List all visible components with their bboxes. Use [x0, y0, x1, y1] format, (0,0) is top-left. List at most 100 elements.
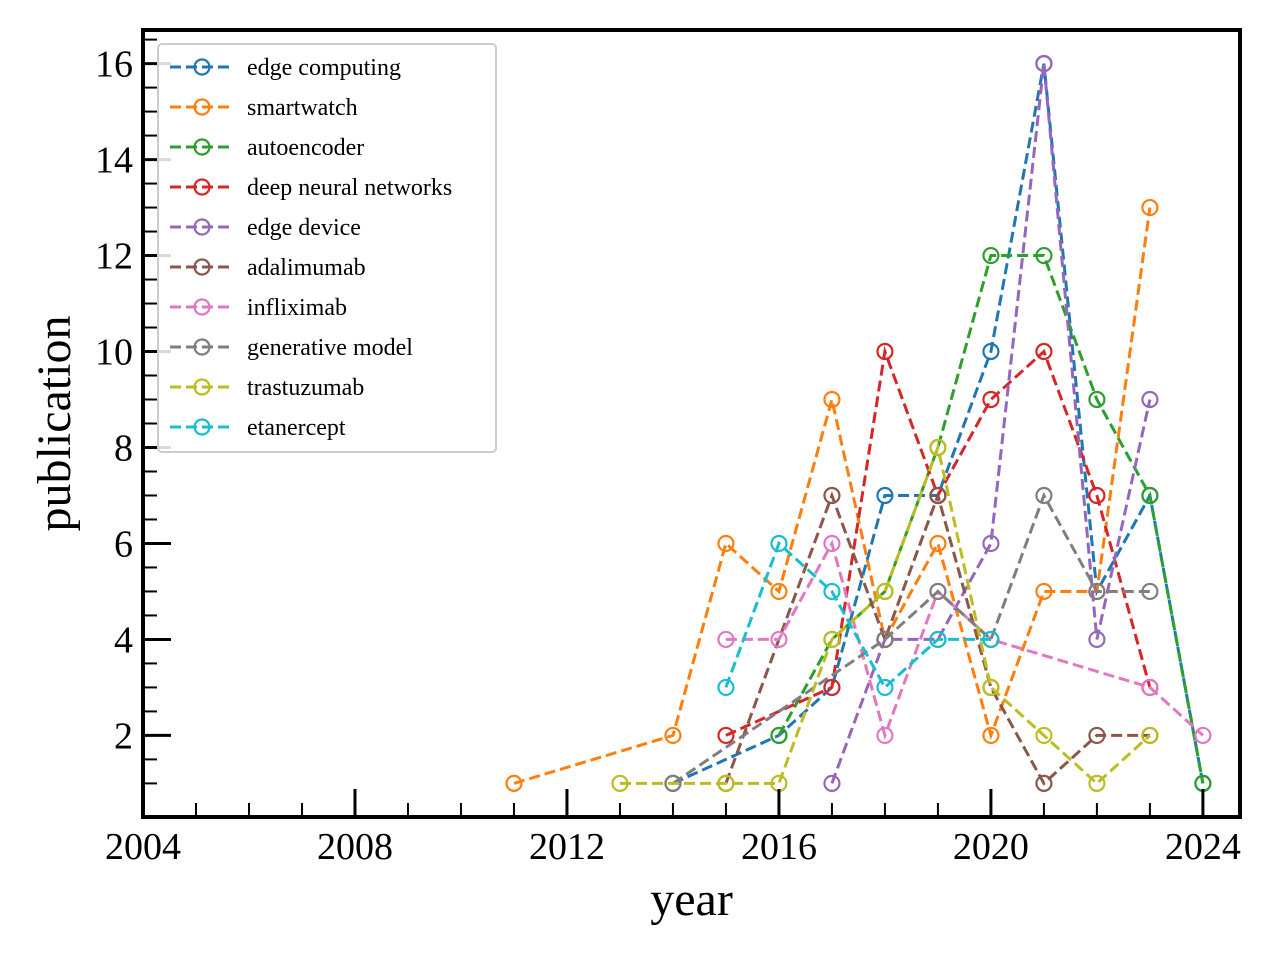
data-point	[1035, 486, 1053, 505]
legend-entry: adalimumab	[170, 255, 366, 281]
data-point	[1035, 774, 1053, 793]
data-point	[770, 630, 788, 649]
x-tick-label: 2024	[1165, 826, 1241, 868]
legend-label: adalimumab	[247, 255, 366, 281]
legend: edge computing smartwatch autoencoder deep …	[157, 43, 497, 453]
legend-label: autoencoder	[247, 135, 364, 161]
data-point	[717, 534, 735, 553]
legend-marker	[193, 418, 211, 436]
x-tick-label: 2012	[529, 826, 605, 868]
x-tick-label: 2020	[953, 826, 1029, 868]
data-point	[770, 582, 788, 601]
legend-label: etanercept	[247, 415, 346, 441]
data-point	[876, 630, 894, 649]
data-point	[1141, 678, 1159, 697]
data-point	[664, 726, 682, 745]
y-tick-label: 4	[114, 619, 133, 661]
legend-marker	[193, 378, 211, 396]
data-point	[876, 678, 894, 697]
series-line	[672, 491, 1150, 785]
data-point	[1035, 54, 1053, 73]
data-point	[1035, 726, 1053, 745]
legend-marker	[193, 338, 211, 356]
x-tick-label: 2004	[105, 826, 181, 868]
y-tick-label: 12	[95, 236, 133, 278]
series-line	[777, 254, 1205, 784]
data-point	[717, 726, 735, 745]
legend-marker	[193, 178, 211, 196]
series-line	[620, 442, 1151, 786]
series-line	[725, 345, 1152, 737]
x-tick-label: 2016	[741, 826, 817, 868]
series-line	[724, 490, 1150, 786]
data-point	[1088, 582, 1106, 601]
legend-entry: generative model	[170, 335, 413, 361]
data-point	[876, 726, 894, 745]
data-point	[1088, 726, 1106, 745]
data-point	[876, 582, 894, 601]
data-point	[982, 342, 1000, 361]
legend-label: smartwatch	[247, 95, 358, 121]
legend-label: edge computing	[247, 55, 401, 81]
y-axis-title: publication	[28, 316, 81, 532]
legend-entry: infliximab	[170, 295, 347, 321]
legend-entry: trastuzumab	[170, 375, 364, 401]
x-axis-title: year	[650, 873, 733, 926]
legend-entry: edge device	[170, 215, 361, 241]
data-point	[823, 774, 841, 793]
legend-marker	[193, 218, 211, 236]
data-point	[770, 726, 788, 745]
series-layer	[505, 54, 1212, 793]
data-point	[1088, 390, 1106, 409]
series-line	[672, 63, 1205, 785]
data-point	[982, 534, 1000, 553]
data-point	[1141, 726, 1159, 745]
y-tick-label: 16	[95, 44, 133, 86]
data-point	[1141, 582, 1159, 601]
series-9	[717, 534, 1000, 697]
data-point	[1035, 582, 1053, 601]
legend-entry: smartwatch	[170, 95, 358, 121]
legend-box	[157, 43, 497, 453]
legend-label: deep neural networks	[247, 175, 452, 201]
data-point	[929, 582, 947, 601]
legend-marker	[193, 298, 211, 316]
data-point	[982, 246, 1000, 265]
series-2	[770, 246, 1212, 793]
y-tick-label: 10	[95, 332, 133, 374]
data-point	[1088, 774, 1106, 793]
legend-marker	[193, 138, 211, 156]
legend-marker	[193, 98, 211, 116]
y-tick-label: 8	[114, 427, 133, 469]
data-point	[1141, 198, 1159, 217]
y-tick-label: 6	[114, 523, 133, 565]
data-point	[611, 774, 629, 793]
data-point	[823, 534, 841, 553]
legend-label: infliximab	[247, 295, 347, 321]
data-point	[929, 486, 947, 505]
data-point	[1141, 486, 1159, 505]
data-point	[929, 630, 947, 649]
legend-entry: deep neural networks	[170, 175, 452, 201]
data-point	[1035, 342, 1053, 361]
data-point	[823, 486, 841, 505]
legend-marker	[193, 258, 211, 276]
data-point	[717, 630, 735, 649]
data-point	[823, 630, 841, 649]
data-point	[876, 342, 894, 361]
data-point	[1141, 390, 1159, 409]
data-point	[982, 726, 1000, 745]
legend-entry: etanercept	[170, 415, 346, 441]
data-point	[1194, 726, 1212, 745]
data-point	[505, 774, 523, 793]
data-point	[823, 390, 841, 409]
data-point	[1035, 246, 1053, 265]
data-point	[717, 774, 735, 793]
y-tick-label: 14	[95, 140, 133, 182]
data-point	[982, 390, 1000, 409]
data-point	[929, 438, 947, 457]
data-point	[1088, 630, 1106, 649]
legend-label: trastuzumab	[247, 375, 364, 401]
legend-entry: autoencoder	[170, 135, 364, 161]
